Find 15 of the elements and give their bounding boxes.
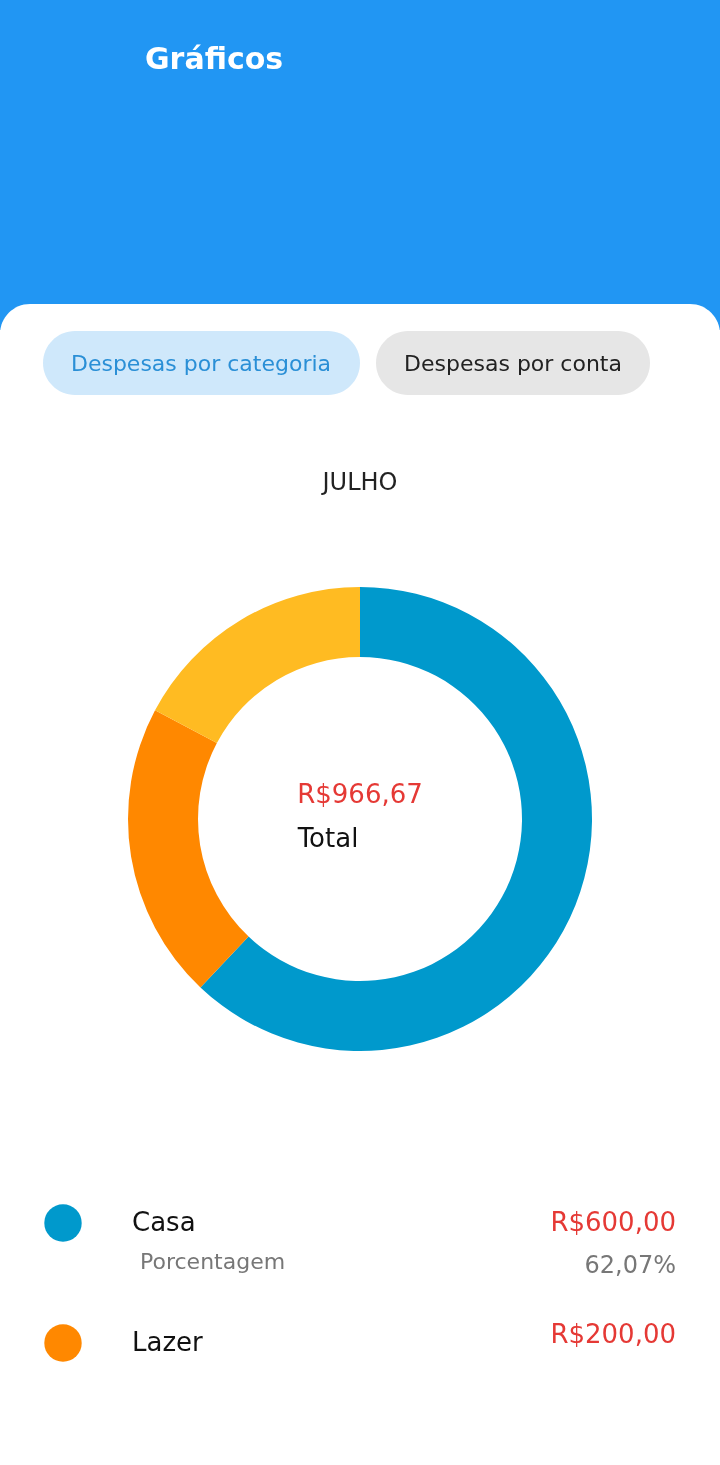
donut-slice (200, 587, 592, 1051)
text: R$600,00 (550, 1207, 676, 1237)
legend-label: Casa (132, 1207, 196, 1237)
chart-subtitle: JULHO (320, 468, 398, 496)
text: Despesas por categoria (70, 351, 332, 376)
text: R$966,67 (297, 779, 423, 809)
text: R$200,00 (550, 1319, 676, 1349)
legend-label: Lazer (132, 1327, 204, 1357)
text: 62,07% (584, 1251, 676, 1279)
donut-slice (128, 710, 249, 988)
chart-title: Gráficos (145, 41, 284, 76)
text: Porcentagem (140, 1249, 286, 1274)
donut-slice (155, 587, 360, 744)
text: Total (296, 823, 359, 853)
text: Despesas por conta (404, 351, 622, 376)
